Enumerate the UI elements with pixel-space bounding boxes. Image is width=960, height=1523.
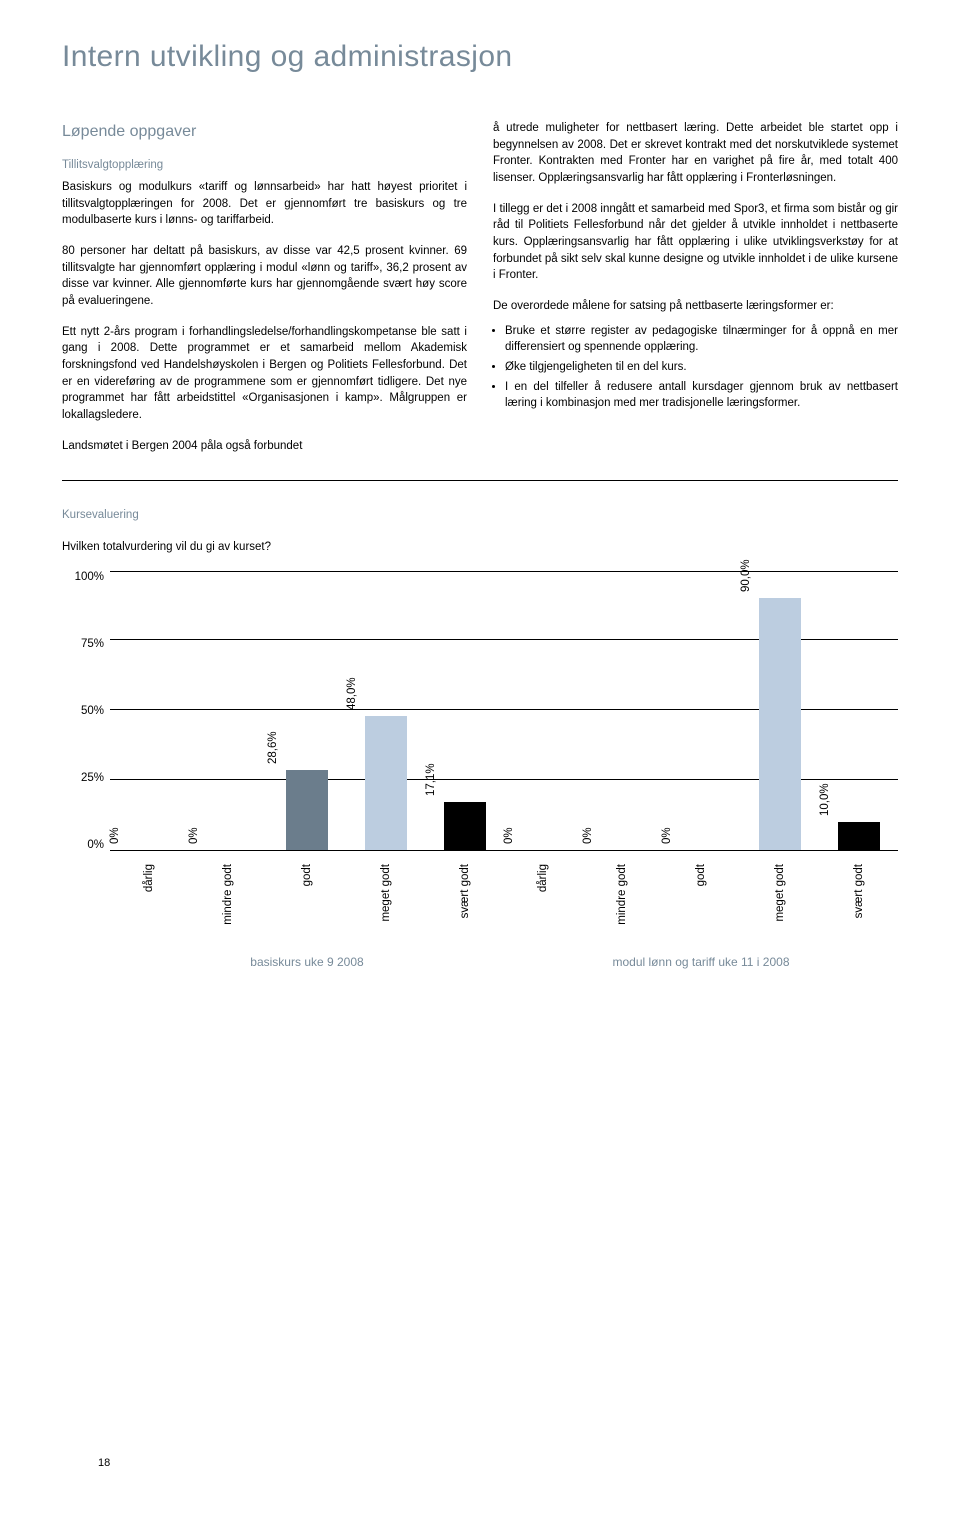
x-tick-label: dårlig xyxy=(498,864,588,928)
x-tick-label: dårlig xyxy=(104,864,194,928)
y-tick-label: 75% xyxy=(62,638,104,650)
x-tick-label: godt xyxy=(656,864,746,928)
plot-area: 0%0%28,6%48,0%17,1%0%0%0%90,0%10,0% dårl… xyxy=(110,571,898,931)
x-tick-label: meget godt xyxy=(341,864,431,928)
chart-section: Kursevaluering Hvilken totalvurdering vi… xyxy=(62,509,898,931)
bar-slot: 28,6% xyxy=(275,572,339,850)
x-tick-label: meget godt xyxy=(735,864,825,928)
body-paragraph: Basiskurs og modulkurs «tariff og lønnsa… xyxy=(62,179,467,229)
bar-value-label: 0% xyxy=(503,828,515,845)
body-paragraph: I tillegg er det i 2008 inngått et samar… xyxy=(493,201,898,284)
body-paragraph: Ett nytt 2-års program i forhandlingsled… xyxy=(62,324,467,424)
bar-slot: 17,1% xyxy=(433,572,497,850)
bar-group: 0%0%0%90,0%10,0% xyxy=(504,572,898,850)
list-item: Bruke et større register av pedagogiske … xyxy=(505,323,898,356)
bar-slot: 0% xyxy=(669,572,733,850)
y-tick-label: 0% xyxy=(62,839,104,851)
y-tick-label: 100% xyxy=(62,571,104,583)
bar-slot: 0% xyxy=(196,572,260,850)
body-paragraph: å utrede muligheter for nettbasert lærin… xyxy=(493,120,898,187)
bar-slot: 48,0% xyxy=(354,572,418,850)
body-paragraph: De overordede målene for satsing på nett… xyxy=(493,298,898,315)
x-group: dårligmindre godtgodtmeget godtsvært god… xyxy=(504,851,898,941)
chart-container: 100%75%50%25%0% 0%0%28,6%48,0%17,1%0%0%0… xyxy=(62,571,898,931)
page-title: Intern utvikling og administrasjon xyxy=(62,40,898,74)
body-paragraph: 80 personer har deltatt på basiskurs, av… xyxy=(62,243,467,310)
x-ticks: dårligmindre godtgodtmeget godtsvært god… xyxy=(110,851,504,941)
left-column: Løpende oppgaver Tillitsvalgtopplæring B… xyxy=(62,120,467,454)
x-axis: dårligmindre godtgodtmeget godtsvært god… xyxy=(110,851,898,941)
bar xyxy=(286,770,328,850)
bar xyxy=(838,822,880,850)
group-label: modul lønn og tariff uke 11 i 2008 xyxy=(504,955,898,969)
y-tick-label: 25% xyxy=(62,772,104,784)
bar xyxy=(365,716,407,850)
body-paragraph: Landsmøtet i Bergen 2004 påla også forbu… xyxy=(62,438,467,455)
x-group: dårligmindre godtgodtmeget godtsvært god… xyxy=(110,851,504,941)
bar-value-label: 28,6% xyxy=(267,732,279,765)
bar-slot: 10,0% xyxy=(827,572,891,850)
x-ticks: dårligmindre godtgodtmeget godtsvært god… xyxy=(504,851,898,941)
right-column: å utrede muligheter for nettbasert lærin… xyxy=(493,120,898,454)
body-columns: Løpende oppgaver Tillitsvalgtopplæring B… xyxy=(62,120,898,454)
x-tick-label: svært godt xyxy=(420,864,510,928)
bar-value-label: 0% xyxy=(188,828,200,845)
subsection-heading: Tillitsvalgtopplæring xyxy=(62,157,467,174)
bar-value-label: 0% xyxy=(582,828,594,845)
y-axis: 100% 75% 50% 25% 0% xyxy=(62,571,104,851)
group-label: basiskurs uke 9 2008 xyxy=(110,955,504,969)
y-tick-label: 50% xyxy=(62,705,104,717)
chart-title: Kursevaluering xyxy=(62,509,898,521)
section-heading: Løpende oppgaver xyxy=(62,120,467,143)
bar-value-label: 17,1% xyxy=(425,764,437,797)
bullet-list: Bruke et større register av pedagogiske … xyxy=(505,323,898,412)
x-tick-label: mindre godt xyxy=(183,864,273,928)
chart-subtitle: Hvilken totalvurdering vil du gi av kurs… xyxy=(62,541,898,553)
divider xyxy=(62,480,898,481)
list-item: I en del tilfeller å redusere antall kur… xyxy=(505,379,898,412)
x-tick-label: mindre godt xyxy=(577,864,667,928)
x-tick-label: svært godt xyxy=(814,864,904,928)
bar-value-label: 48,0% xyxy=(346,677,358,710)
list-item: Øke tilgjengeligheten til en del kurs. xyxy=(505,359,898,376)
bar-slot: 0% xyxy=(590,572,654,850)
bar-slot: 0% xyxy=(511,572,575,850)
bar-group: 0%0%28,6%48,0%17,1% xyxy=(110,572,504,850)
bar-value-label: 0% xyxy=(109,828,121,845)
bar xyxy=(444,802,486,850)
page-number: 18 xyxy=(98,1457,110,1469)
bar-value-label: 0% xyxy=(661,828,673,845)
x-tick-label: godt xyxy=(262,864,352,928)
bar-slot: 90,0% xyxy=(748,572,812,850)
bar-value-label: 90,0% xyxy=(740,560,752,593)
group-labels-row: basiskurs uke 9 2008modul lønn og tariff… xyxy=(110,941,898,969)
bar-slot: 0% xyxy=(117,572,181,850)
bar xyxy=(759,598,801,850)
bar-value-label: 10,0% xyxy=(819,784,831,817)
bars-area: 0%0%28,6%48,0%17,1%0%0%0%90,0%10,0% xyxy=(110,571,898,851)
